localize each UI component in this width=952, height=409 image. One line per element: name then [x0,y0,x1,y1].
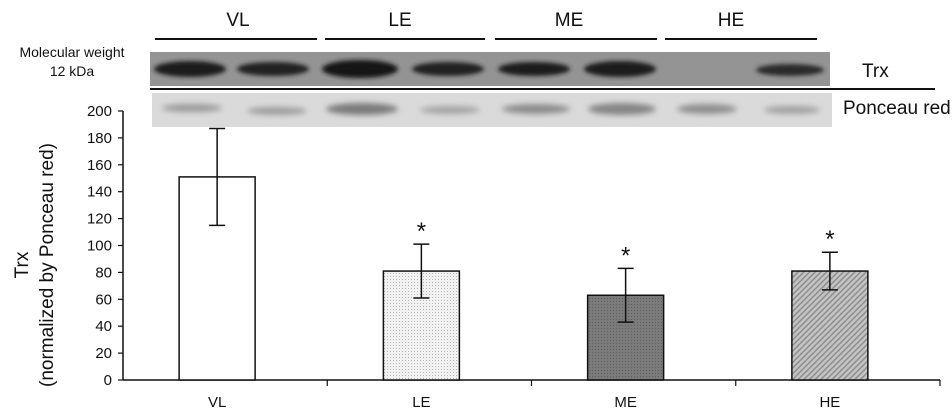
trx-band [412,62,484,76]
molecular-weight-value: 12 kDa [49,63,95,79]
blot-group-label-le: LE [388,10,412,31]
trx-blot-strip [150,52,830,86]
y-tick-label: 140 [87,184,112,201]
y-tick-label: 100 [87,238,112,255]
trx-band [584,61,656,77]
x-tick-label: LE [412,394,430,409]
ponceau-blot-strip [152,93,832,127]
trx-band [756,64,824,76]
x-tick-label: ME [614,394,637,409]
trx-band [154,61,226,77]
x-tick-label: VL [208,394,226,409]
y-tick-label: 40 [95,318,112,335]
ponceau-band [326,103,398,115]
significance-marker: * [825,226,834,253]
y-tick-label: 20 [95,345,112,362]
blot-group-line-me [495,38,657,40]
blot-group-line-vl [155,38,317,40]
blot-group-label-me: ME [554,10,584,31]
ponceau-label: Ponceau red [843,98,951,119]
significance-marker: * [417,218,426,245]
y-tick-label: 60 [95,291,112,308]
blot-divider-line [150,88,935,90]
y-tick-label: 80 [95,264,112,281]
significance-marker: * [621,242,630,269]
y-tick-label: 200 [87,103,112,120]
ponceau-band [162,104,222,112]
molecular-weight-text: Molecular weight [19,44,125,60]
trx-band [322,60,398,78]
ponceau-band [247,107,307,115]
ponceau-band [502,104,570,114]
y-tick-label: 0 [104,372,112,389]
ponceau-band [677,104,737,114]
trx-band [498,62,570,76]
trx-band [237,62,309,76]
blot-group-line-le [325,38,485,40]
ponceau-band [764,106,820,114]
y-axis-title: Trx [12,251,33,278]
blot-group-label-he: HE [717,10,745,31]
blot-group-label-vl: VL [226,10,250,31]
ponceau-band [588,103,656,115]
y-tick-label: 120 [87,211,112,228]
blot-group-line-he [665,38,817,40]
trx-band-label: Trx [862,61,889,82]
y-axis-subtitle: (normalized by Ponceau red) [37,143,58,387]
molecular-weight-label: Molecular weight 12 kDa [2,43,142,81]
y-tick-label: 180 [87,130,112,147]
x-tick-label: HE [819,394,840,409]
ponceau-band [420,106,480,114]
y-tick-label: 160 [87,157,112,174]
